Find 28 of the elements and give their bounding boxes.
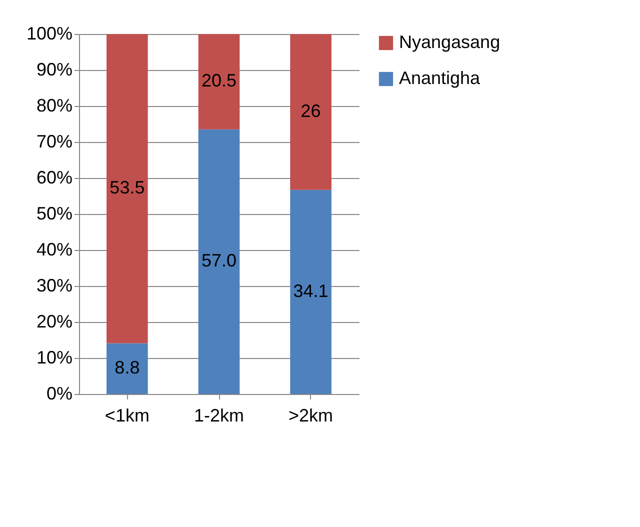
annotation: 8.8: [114, 358, 140, 378]
bar: [198, 34, 240, 130]
y-tick-label: 40%: [36, 240, 72, 260]
bar: [106, 34, 148, 344]
y-tick-label: 90%: [36, 60, 72, 80]
annotation: 20.5: [201, 70, 237, 91]
y-tick-label: 50%: [36, 204, 72, 224]
y-tick-label: 100%: [26, 24, 72, 44]
bar: [198, 129, 240, 394]
x-tick-label: <1km: [104, 406, 150, 426]
annotation: 26: [300, 100, 321, 121]
y-tick-label: 70%: [36, 132, 72, 152]
y-tick-label: 0%: [46, 384, 72, 404]
y-tick-label: 10%: [36, 348, 72, 368]
bar: [290, 34, 332, 190]
x-tick-label: 1-2km: [194, 406, 244, 426]
annotation: 57.0: [201, 250, 237, 271]
bar: [290, 190, 332, 394]
x-tick-label: >2km: [288, 406, 334, 426]
legend-label: Nyangasang: [399, 32, 500, 52]
bar: [106, 343, 148, 394]
y-tick-label: 80%: [36, 96, 72, 116]
annotation: 34.1: [293, 280, 328, 301]
y-tick-label: 30%: [36, 276, 72, 296]
legend-label: Anantigha: [399, 68, 482, 88]
y-tick-label: 20%: [36, 312, 72, 332]
y-tick-label: 60%: [36, 168, 72, 188]
annotation: 53.5: [110, 178, 145, 198]
